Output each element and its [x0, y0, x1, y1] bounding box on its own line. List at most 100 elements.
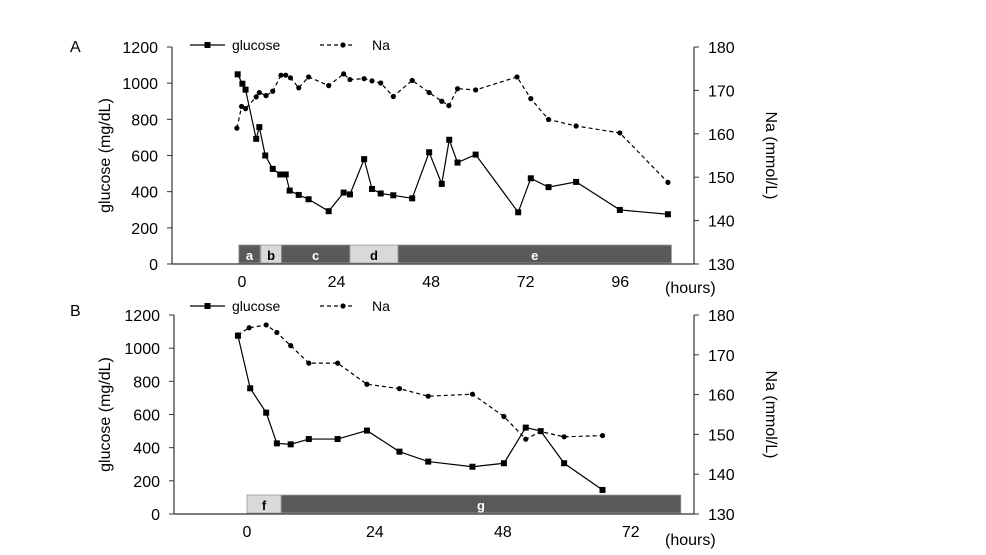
y-tick-label-right: 180: [708, 40, 735, 57]
data-point-glucose: [282, 171, 289, 178]
y-tick-label-right: 150: [708, 427, 735, 444]
data-point-na: [253, 94, 259, 100]
data-point-glucose: [664, 211, 671, 218]
data-point-na: [409, 77, 415, 84]
data-point-na: [274, 329, 280, 336]
data-point-glucose: [256, 124, 263, 131]
data-point-glucose: [363, 427, 370, 434]
data-point-na: [369, 78, 375, 84]
series-line-na: [236, 73, 669, 183]
x-tick-label: 72: [622, 524, 640, 541]
data-point-glucose: [239, 80, 246, 87]
data-point-glucose: [377, 190, 384, 197]
data-point-na: [561, 434, 567, 440]
data-point-na: [473, 87, 479, 93]
panel-a: Aa b c d e 0 200 400 600 800 1000 1200 130 140 150 160 1…: [70, 37, 779, 297]
x-tick-label: 48: [494, 524, 512, 541]
data-point-na: [256, 89, 262, 96]
data-point-glucose: [409, 195, 416, 202]
legend-marker: [340, 42, 346, 48]
data-point-glucose: [242, 86, 249, 93]
legend-marker: [340, 303, 346, 309]
y-tick-label-left: 200: [133, 474, 160, 491]
data-point-na: [347, 76, 353, 83]
y-tick-label-left: 600: [133, 408, 160, 425]
y-tick-label-left: 1200: [122, 40, 158, 57]
y-tick-label-right: 140: [708, 467, 735, 484]
y-tick-label-left: 0: [149, 257, 158, 274]
y-tick-label-right: 180: [708, 308, 735, 325]
data-point-na: [283, 72, 289, 78]
data-point-na: [235, 332, 241, 338]
data-point-glucose: [616, 206, 623, 213]
phase-label: a: [246, 248, 254, 263]
data-point-glucose: [369, 185, 376, 192]
data-point-glucose: [446, 136, 453, 143]
data-point-glucose: [287, 441, 294, 448]
data-point-glucose: [273, 440, 280, 447]
legend-label: glucose: [232, 37, 280, 53]
x-tick-label: 0: [238, 274, 247, 291]
data-point-glucose: [253, 135, 260, 142]
y-tick-label-left: 0: [151, 507, 160, 524]
data-point-na: [396, 386, 403, 392]
data-point-na: [341, 71, 347, 77]
data-point-glucose: [561, 460, 568, 467]
data-point-glucose: [325, 208, 332, 215]
data-point-na: [454, 86, 461, 92]
phase-bar-a: [238, 244, 261, 264]
data-point-glucose: [426, 149, 433, 156]
legend-item-na: Na: [320, 298, 390, 314]
phase-label: f: [262, 498, 267, 513]
data-point-na: [501, 413, 507, 420]
data-point-na: [378, 80, 384, 86]
panel-label: A: [70, 39, 81, 56]
phase-bar-g: [280, 494, 682, 514]
data-point-na: [263, 93, 269, 99]
data-point-glucose: [334, 436, 341, 443]
legend-label: glucose: [232, 298, 280, 314]
data-point-na: [278, 72, 284, 78]
data-point-glucose: [573, 178, 580, 185]
data-point-glucose: [262, 152, 269, 159]
data-point-na: [305, 74, 312, 80]
series-line-na: [237, 324, 603, 440]
y-tick-label-left: 200: [131, 221, 158, 238]
x-tick-label: 48: [422, 274, 440, 291]
phase-label: b: [267, 248, 275, 263]
data-point-na: [617, 130, 623, 136]
data-point-na: [234, 125, 240, 131]
y-tick-label-left: 400: [131, 185, 158, 202]
y-tick-label-right: 150: [708, 170, 735, 187]
data-point-na: [514, 74, 520, 80]
data-point-na: [446, 102, 452, 109]
y-tick-label-right: 160: [708, 127, 735, 144]
data-point-na: [288, 343, 294, 349]
data-point-glucose: [305, 196, 312, 203]
data-point-glucose: [295, 191, 302, 198]
data-point-glucose: [263, 409, 270, 416]
data-point-glucose: [286, 187, 293, 194]
data-point-glucose: [454, 159, 461, 166]
data-point-na: [425, 393, 431, 399]
data-point-na: [239, 103, 245, 110]
data-point-na: [523, 436, 529, 442]
y-tick-label-left: 1000: [122, 76, 158, 93]
x-tick-label: 24: [328, 274, 346, 291]
phase-bar-e: [397, 244, 672, 264]
data-point-na: [306, 360, 312, 366]
y-axis-label-right: Na (mmol/L): [762, 111, 779, 199]
data-point-na: [665, 179, 671, 186]
x-tick-label: 96: [611, 274, 629, 291]
y-tick-label-right: 170: [708, 83, 735, 100]
data-point-na: [296, 85, 302, 91]
y-tick-label-left: 600: [131, 149, 158, 166]
y-tick-label-left: 1000: [124, 341, 160, 358]
data-point-na: [326, 83, 332, 89]
y-axis-label-left: glucose (mg/dL): [97, 98, 114, 213]
x-axis-label: (hours): [665, 280, 716, 297]
y-tick-label-left: 800: [133, 374, 160, 391]
data-point-glucose: [277, 171, 284, 178]
x-axis-label: (hours): [665, 532, 716, 549]
